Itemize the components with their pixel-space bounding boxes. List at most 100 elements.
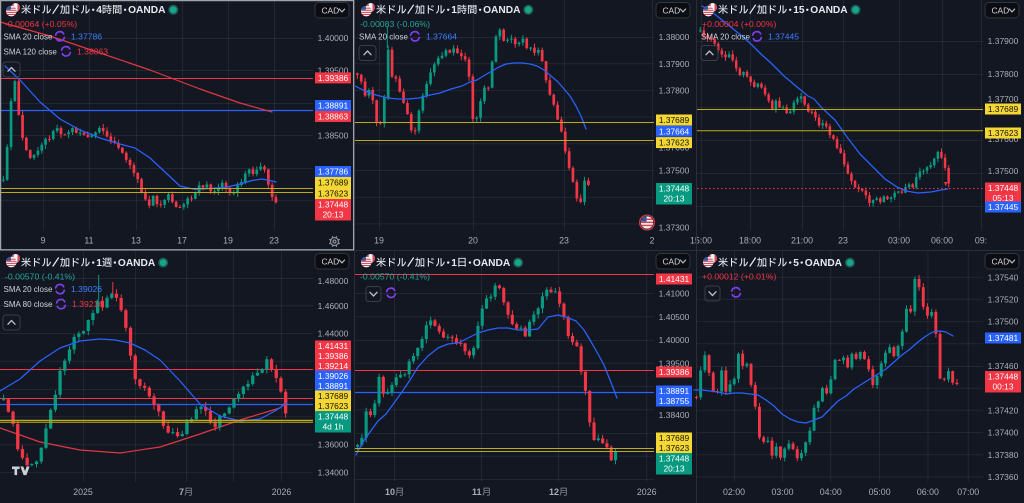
svg-text:1.37689: 1.37689 bbox=[318, 178, 349, 188]
svg-text:13: 13 bbox=[131, 236, 141, 246]
svg-text:-0.00064 (+0.05%): -0.00064 (+0.05%) bbox=[5, 19, 77, 29]
svg-text:15: 15 bbox=[793, 5, 805, 16]
svg-text:+0.00004 (+0.00%): +0.00004 (+0.00%) bbox=[702, 19, 776, 29]
svg-text:20: 20 bbox=[468, 236, 478, 246]
svg-text:1.48000: 1.48000 bbox=[318, 276, 349, 286]
svg-text:06:00: 06:00 bbox=[917, 487, 939, 497]
svg-text:-0.00570 (-0.41%): -0.00570 (-0.41%) bbox=[360, 272, 430, 282]
svg-text:1.37448: 1.37448 bbox=[988, 183, 1019, 193]
svg-text:09:: 09: bbox=[975, 236, 987, 246]
svg-text:1: 1 bbox=[451, 5, 457, 16]
svg-text:4d 1h: 4d 1h bbox=[323, 421, 344, 431]
svg-text:SMA 20 close: SMA 20 close bbox=[4, 285, 53, 294]
svg-text:1.37460: 1.37460 bbox=[988, 361, 1019, 371]
svg-text:SMA 20 close: SMA 20 close bbox=[701, 32, 750, 41]
svg-text:OANDA: OANDA bbox=[810, 5, 848, 16]
svg-text:05:00: 05:00 bbox=[869, 487, 891, 497]
svg-text:1.37360: 1.37360 bbox=[988, 472, 1019, 482]
svg-text:SMA 20 close: SMA 20 close bbox=[359, 32, 408, 41]
svg-text:1.39386: 1.39386 bbox=[318, 351, 349, 361]
svg-text:1.37700: 1.37700 bbox=[988, 94, 1019, 104]
svg-text:OANDA: OANDA bbox=[805, 258, 843, 269]
svg-text:1.37448: 1.37448 bbox=[988, 372, 1019, 382]
svg-text:1.37500: 1.37500 bbox=[988, 166, 1019, 176]
svg-text:1.37623: 1.37623 bbox=[318, 401, 349, 411]
svg-text:1.38000: 1.38000 bbox=[659, 32, 690, 42]
svg-text:1.37520: 1.37520 bbox=[988, 295, 1019, 305]
svg-text:CAD: CAD bbox=[992, 6, 1010, 16]
svg-text:9: 9 bbox=[41, 236, 46, 246]
svg-text:1.37380: 1.37380 bbox=[988, 450, 1019, 460]
svg-text:02:00: 02:00 bbox=[723, 487, 745, 497]
svg-text:1.38400: 1.38400 bbox=[659, 410, 690, 420]
svg-text:1.37623: 1.37623 bbox=[318, 189, 349, 199]
svg-text:1.37448: 1.37448 bbox=[659, 184, 690, 194]
svg-text:20:13: 20:13 bbox=[664, 193, 685, 203]
svg-text:11: 11 bbox=[472, 487, 482, 497]
svg-text:05:13: 05:13 bbox=[993, 193, 1014, 203]
svg-text:OANDA: OANDA bbox=[473, 258, 511, 269]
svg-text:1.37800: 1.37800 bbox=[988, 69, 1019, 79]
svg-text:1.37448: 1.37448 bbox=[318, 412, 349, 422]
svg-text:CAD: CAD bbox=[322, 6, 340, 16]
svg-text:4: 4 bbox=[96, 5, 102, 16]
svg-text:03:00: 03:00 bbox=[888, 236, 910, 246]
svg-text:7: 7 bbox=[179, 487, 184, 497]
svg-text:1.39214: 1.39214 bbox=[318, 361, 349, 371]
svg-text:1.37800: 1.37800 bbox=[659, 86, 690, 96]
svg-text:15:00: 15:00 bbox=[690, 236, 712, 246]
svg-text:1.37300: 1.37300 bbox=[659, 223, 690, 233]
svg-text:1.39386: 1.39386 bbox=[659, 367, 690, 377]
svg-text:1.37500: 1.37500 bbox=[659, 166, 690, 176]
svg-text:-0.00570 (-0.41%): -0.00570 (-0.41%) bbox=[5, 272, 75, 282]
svg-text:1.38755: 1.38755 bbox=[659, 396, 690, 406]
svg-text:23: 23 bbox=[559, 236, 569, 246]
svg-text:1.37900: 1.37900 bbox=[659, 59, 690, 69]
svg-text:04:00: 04:00 bbox=[820, 487, 842, 497]
svg-text:03:00: 03:00 bbox=[771, 487, 793, 497]
svg-text:21:00: 21:00 bbox=[791, 236, 813, 246]
svg-text:1.40000: 1.40000 bbox=[318, 33, 349, 43]
svg-text:07:00: 07:00 bbox=[957, 487, 979, 497]
svg-text:1: 1 bbox=[96, 258, 102, 269]
svg-text:2026: 2026 bbox=[272, 487, 292, 497]
svg-text:1.46000: 1.46000 bbox=[318, 301, 349, 311]
svg-text:OANDA: OANDA bbox=[483, 5, 521, 16]
svg-text:1.37900: 1.37900 bbox=[988, 36, 1019, 46]
svg-text:OANDA: OANDA bbox=[128, 5, 166, 16]
svg-text:20:13: 20:13 bbox=[664, 463, 685, 473]
svg-text:1.37600: 1.37600 bbox=[988, 134, 1019, 144]
svg-text:1.37623: 1.37623 bbox=[659, 443, 690, 453]
svg-text:19: 19 bbox=[374, 236, 384, 246]
svg-text:1.37786: 1.37786 bbox=[318, 167, 349, 177]
svg-text:1.39500: 1.39500 bbox=[659, 358, 690, 368]
svg-text:11: 11 bbox=[84, 236, 93, 246]
svg-text:1.41431: 1.41431 bbox=[318, 341, 349, 351]
svg-text:1.37664: 1.37664 bbox=[426, 31, 457, 41]
svg-text:1.37400: 1.37400 bbox=[988, 428, 1019, 438]
svg-text:1: 1 bbox=[451, 258, 457, 269]
svg-text:1.37445: 1.37445 bbox=[988, 202, 1019, 212]
svg-text:20:13: 20:13 bbox=[323, 209, 344, 219]
svg-text:CAD: CAD bbox=[663, 6, 681, 16]
svg-text:1.37420: 1.37420 bbox=[988, 405, 1019, 415]
svg-text:1.39214: 1.39214 bbox=[72, 299, 103, 309]
svg-text:1.37689: 1.37689 bbox=[659, 115, 690, 125]
svg-text:1.39500: 1.39500 bbox=[318, 66, 349, 76]
svg-text:10: 10 bbox=[385, 487, 395, 497]
svg-text:1.34000: 1.34000 bbox=[318, 468, 349, 478]
svg-text:1.37448: 1.37448 bbox=[659, 454, 690, 464]
svg-text:1.38500: 1.38500 bbox=[318, 131, 349, 141]
svg-text:SMA 20 close: SMA 20 close bbox=[4, 32, 53, 41]
svg-text:SMA 80 close: SMA 80 close bbox=[4, 300, 53, 309]
svg-text:1.38863: 1.38863 bbox=[318, 112, 349, 122]
svg-text:OANDA: OANDA bbox=[118, 258, 156, 269]
svg-text:1.39026: 1.39026 bbox=[318, 371, 349, 381]
svg-text:23: 23 bbox=[269, 236, 279, 246]
svg-text:1.38891: 1.38891 bbox=[318, 101, 349, 111]
svg-text:1.39386: 1.39386 bbox=[318, 73, 349, 83]
svg-text:CAD: CAD bbox=[322, 257, 340, 267]
svg-text:1.38863: 1.38863 bbox=[77, 46, 108, 56]
svg-text:12: 12 bbox=[549, 487, 559, 497]
svg-text:1.37623: 1.37623 bbox=[659, 138, 690, 148]
